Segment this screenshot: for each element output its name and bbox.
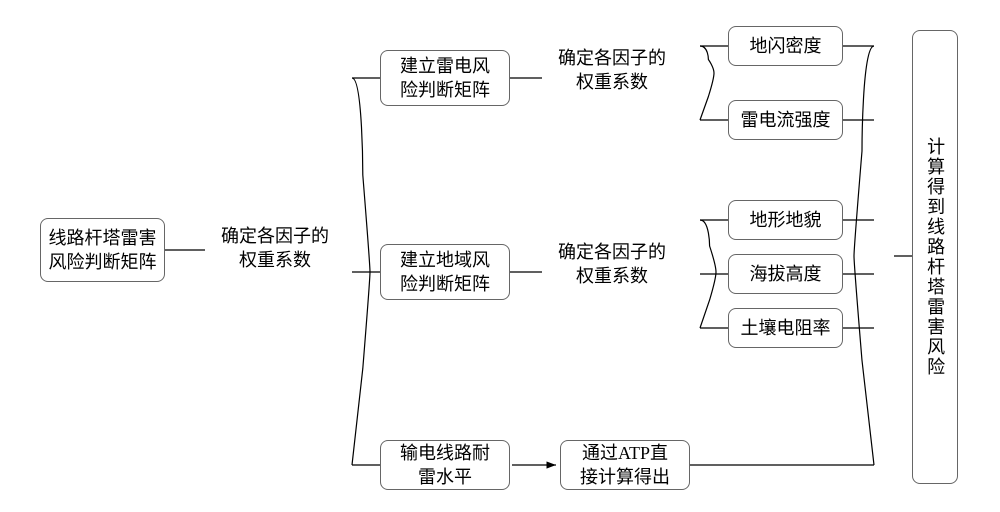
node-b1a: 地闪密度: [728, 26, 843, 66]
node-final: 计算得到线路杆塔雷害风险: [912, 30, 958, 484]
node-b3_out: 通过ATP直接计算得出: [560, 440, 690, 490]
node-b1: 建立雷电风险判断矩阵: [380, 50, 510, 106]
node-b1b: 雷电流强度: [728, 100, 843, 140]
node-label_root: 确定各因子的权重系数: [205, 224, 345, 274]
node-b2b: 海拔高度: [728, 254, 843, 294]
node-b3: 输电线路耐雷水平: [380, 440, 510, 490]
node-b2c: 土壤电阻率: [728, 308, 843, 348]
node-b2: 建立地域风险判断矩阵: [380, 244, 510, 300]
node-b2_label: 确定各因子的权重系数: [542, 240, 682, 290]
node-root: 线路杆塔雷害风险判断矩阵: [40, 218, 165, 282]
node-b2a: 地形地貌: [728, 200, 843, 240]
node-b1_label: 确定各因子的权重系数: [542, 46, 682, 96]
